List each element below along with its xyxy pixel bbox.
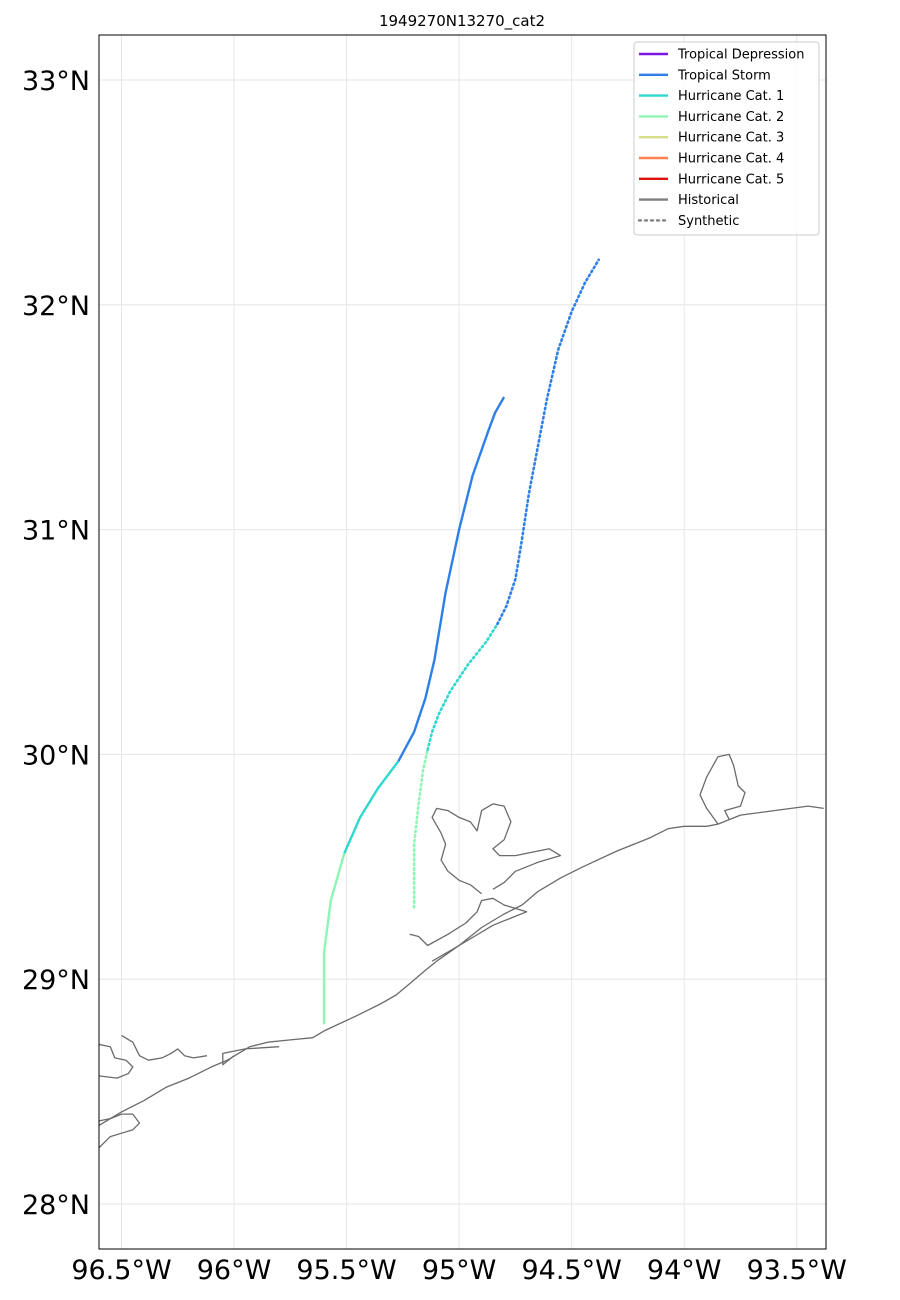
legend: Tropical Depression Tropical Storm Hurrica… xyxy=(633,41,820,236)
map-title: 1949270N13270_cat2 xyxy=(379,12,545,31)
synthetic-track-segment xyxy=(426,622,499,752)
legend-label: Hurricane Cat. 3 xyxy=(678,131,784,146)
map-frame xyxy=(98,34,827,1250)
lon-tick-label: 94°W xyxy=(647,1255,722,1286)
synthetic-track-segment xyxy=(496,258,601,626)
historical-track-segment xyxy=(322,852,346,1025)
legend-label: Tropical Storm xyxy=(677,68,771,83)
legend-label: Synthetic xyxy=(678,214,739,229)
lat-tick-label: 31°N xyxy=(22,516,90,547)
coastline-segment xyxy=(431,803,562,895)
legend-box xyxy=(633,41,820,236)
legend-label: Hurricane Cat. 1 xyxy=(678,89,784,104)
legend-label: Hurricane Cat. 4 xyxy=(678,152,784,167)
lon-tick-label: 95.5°W xyxy=(296,1255,396,1286)
synthetic-track-segment xyxy=(412,748,429,909)
storm-tracks xyxy=(322,258,601,1025)
coastline-segment xyxy=(323,805,824,1032)
historical-track-segment xyxy=(343,760,400,854)
coastline-segment xyxy=(409,897,528,962)
lon-tick-label: 95°W xyxy=(422,1255,497,1286)
coastline-segment xyxy=(99,1030,325,1126)
coastline-segment xyxy=(222,1046,280,1066)
legend-label: Tropical Depression xyxy=(677,48,804,63)
latitude-labels: 28°N 29°N 30°N 31°N 32°N 33°N xyxy=(22,66,90,1221)
legend-label: Hurricane Cat. 5 xyxy=(678,172,784,187)
legend-label: Historical xyxy=(678,193,739,208)
lon-tick-label: 96.5°W xyxy=(71,1255,171,1286)
coastline-segment xyxy=(121,1034,208,1061)
lon-tick-label: 94.5°W xyxy=(521,1255,621,1286)
coastline-segment xyxy=(699,753,746,825)
coastline-segment xyxy=(99,1113,141,1149)
historical-track-segment xyxy=(397,396,506,762)
coastline xyxy=(99,753,824,1149)
legend-label: Hurricane Cat. 2 xyxy=(678,110,784,125)
lat-tick-label: 33°N xyxy=(22,66,90,97)
longitude-labels: 96.5°W 96°W 95.5°W 95°W 94.5°W 94°W 93.5°W xyxy=(71,1255,847,1286)
lat-tick-label: 29°N xyxy=(22,965,90,996)
lon-tick-label: 93.5°W xyxy=(747,1255,847,1286)
lat-tick-label: 28°N xyxy=(22,1190,90,1221)
lon-tick-label: 96°W xyxy=(197,1255,272,1286)
lat-tick-label: 32°N xyxy=(22,291,90,322)
coastline-segment xyxy=(99,1043,134,1079)
lat-tick-label: 30°N xyxy=(22,740,90,771)
